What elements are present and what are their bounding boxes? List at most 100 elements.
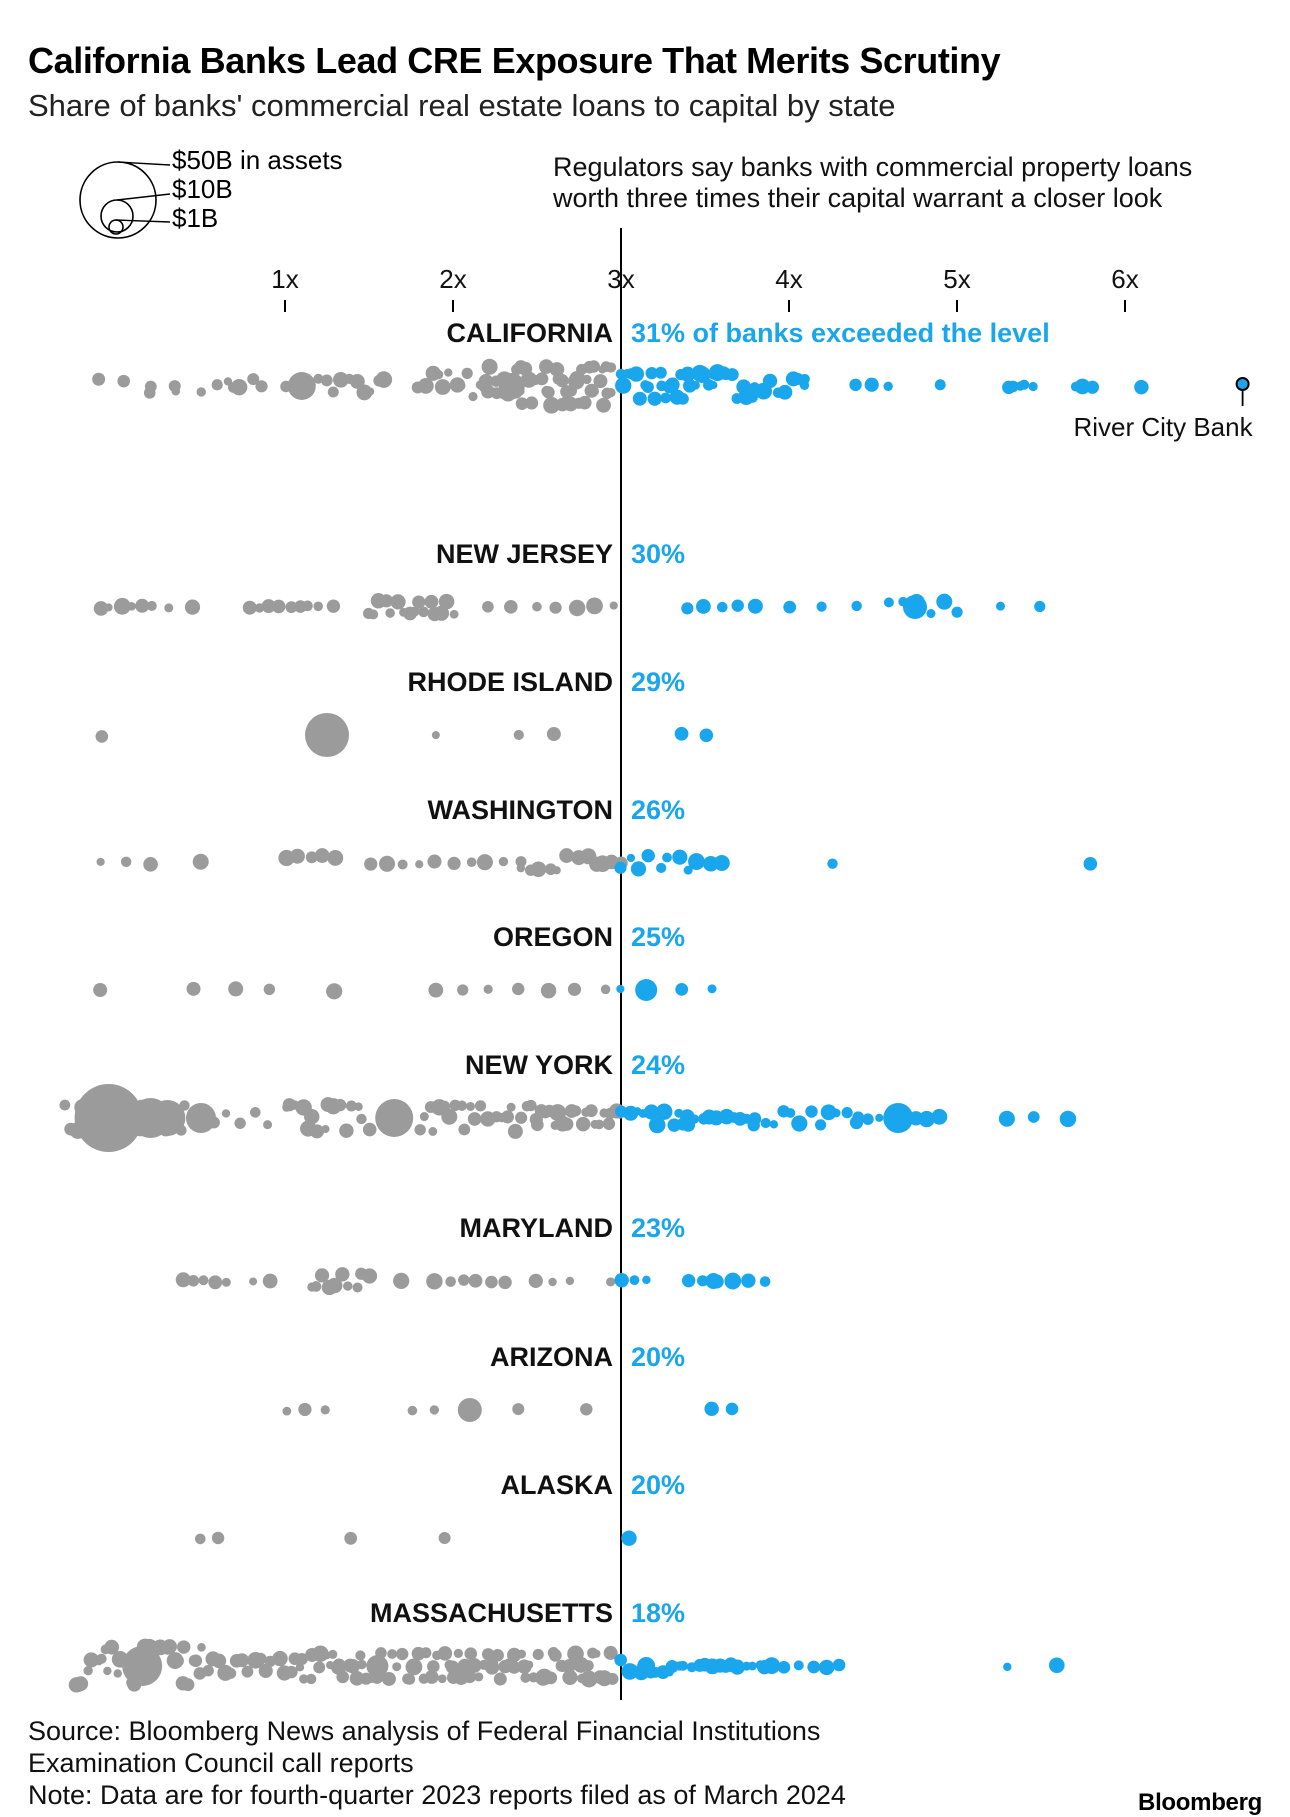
- bank-dot: [254, 1652, 267, 1665]
- bank-dot: [827, 858, 838, 869]
- bank-dot: [951, 606, 963, 618]
- bank-dot: [577, 395, 592, 410]
- bank-dot: [96, 1653, 107, 1664]
- bank-dot: [466, 1657, 482, 1673]
- bank-dot: [187, 1275, 200, 1287]
- bank-dot: [285, 601, 298, 614]
- bank-dot: [146, 600, 157, 611]
- bank-dot: [642, 1275, 651, 1285]
- bank-dot: [1049, 1657, 1065, 1674]
- bank-dot: [458, 1123, 471, 1136]
- bank-dot: [368, 609, 379, 620]
- share-exceeded-label: 31% of banks exceeded the level: [631, 318, 1050, 348]
- bank-dot: [546, 727, 561, 742]
- bank-dot: [677, 392, 689, 405]
- bank-dot: [336, 1670, 350, 1684]
- state-row: ARIZONA 20%: [282, 1342, 739, 1422]
- bank-dot: [465, 1101, 475, 1111]
- bank-dot: [144, 380, 157, 393]
- bank-dot: [525, 1660, 534, 1669]
- bank-dot: [486, 362, 498, 374]
- bank-dot: [437, 1646, 453, 1661]
- state-label: MASSACHUSETTS: [370, 1598, 613, 1628]
- bank-dot: [211, 379, 223, 391]
- bank-dot: [366, 387, 375, 396]
- bank-dot-large: [457, 1398, 482, 1422]
- bank-dot: [326, 599, 341, 613]
- bank-dot: [681, 602, 694, 615]
- bank-dot: [449, 609, 459, 619]
- bank-dot: [211, 1531, 225, 1545]
- bank-dot: [769, 1120, 779, 1129]
- bank-dot: [707, 984, 717, 994]
- note-line: Note: Data are for fourth-quarter 2023 r…: [28, 1780, 846, 1810]
- bank-dot: [433, 605, 450, 621]
- bank-dot: [531, 1118, 544, 1132]
- bank-dot: [424, 594, 439, 609]
- bank-dot: [313, 373, 324, 384]
- bank-dot: [437, 1674, 447, 1684]
- bank-dot: [849, 378, 862, 392]
- bank-dot: [196, 387, 206, 397]
- state-label: CALIFORNIA: [447, 318, 613, 348]
- bank-dot: [731, 599, 744, 612]
- bank-dot: [515, 856, 527, 868]
- bank-dot: [683, 865, 693, 875]
- size-legend-circle: [100, 199, 134, 233]
- bank-dot: [464, 1647, 478, 1660]
- bank-dot: [741, 1273, 756, 1288]
- bank-dot: [175, 1272, 191, 1288]
- bank-dot: [420, 1647, 432, 1659]
- state-row: WASHINGTON 26%: [96, 795, 1098, 878]
- bank-dot: [659, 1106, 672, 1119]
- bank-dot: [305, 1673, 317, 1685]
- bank-dot: [862, 1113, 874, 1125]
- bank-dot: [512, 982, 525, 996]
- bank-dot: [582, 1660, 594, 1672]
- bank-dot: [225, 1667, 237, 1679]
- bank-dot: [515, 1111, 528, 1124]
- state-row: CALIFORNIA 31% of banks exceeded the leve…: [92, 318, 1149, 414]
- bank-dot: [570, 1105, 582, 1117]
- bank-dot: [621, 1530, 637, 1546]
- bank-dot: [677, 1660, 688, 1671]
- bank-dot: [567, 982, 582, 996]
- bank-dot: [282, 1406, 292, 1416]
- bank-dot: [818, 1659, 835, 1676]
- bank-dot: [392, 1662, 402, 1672]
- bank-dot: [247, 373, 260, 386]
- bank-dot: [699, 728, 714, 743]
- bank-dot: [397, 859, 408, 870]
- bank-dot: [540, 982, 557, 999]
- bank-dot: [517, 1649, 527, 1659]
- bank-dot: [648, 1116, 666, 1134]
- bank-dot: [594, 1119, 605, 1130]
- bank-dot: [474, 1100, 487, 1112]
- bank-dot: [1074, 378, 1091, 395]
- bank-dot: [171, 1654, 184, 1668]
- bank-dot: [285, 1665, 298, 1679]
- bank-dot: [327, 850, 344, 866]
- size-legend-leader: [115, 219, 171, 223]
- bank-dot: [606, 1277, 616, 1287]
- bank-dot: [211, 1653, 227, 1669]
- bank-dot: [816, 601, 827, 612]
- size-legend-leader: [117, 161, 171, 166]
- bank-dot: [349, 374, 365, 389]
- share-exceeded-label: 24%: [631, 1050, 685, 1080]
- bank-dot: [379, 855, 396, 872]
- bank-dot: [760, 1117, 771, 1129]
- bank-dot-large: [74, 1084, 143, 1152]
- bank-dot: [357, 1659, 367, 1670]
- bank-dot: [697, 1275, 709, 1287]
- bank-dot: [117, 374, 131, 388]
- bank-dot: [354, 1102, 363, 1111]
- bank-dot: [249, 1277, 258, 1286]
- bank-dot: [344, 1531, 358, 1545]
- bank-dot: [875, 1113, 884, 1122]
- bank-dot: [681, 1273, 696, 1288]
- bank-dot: [418, 606, 429, 618]
- bank-dot: [694, 366, 711, 383]
- share-exceeded-label: 18%: [631, 1598, 685, 1628]
